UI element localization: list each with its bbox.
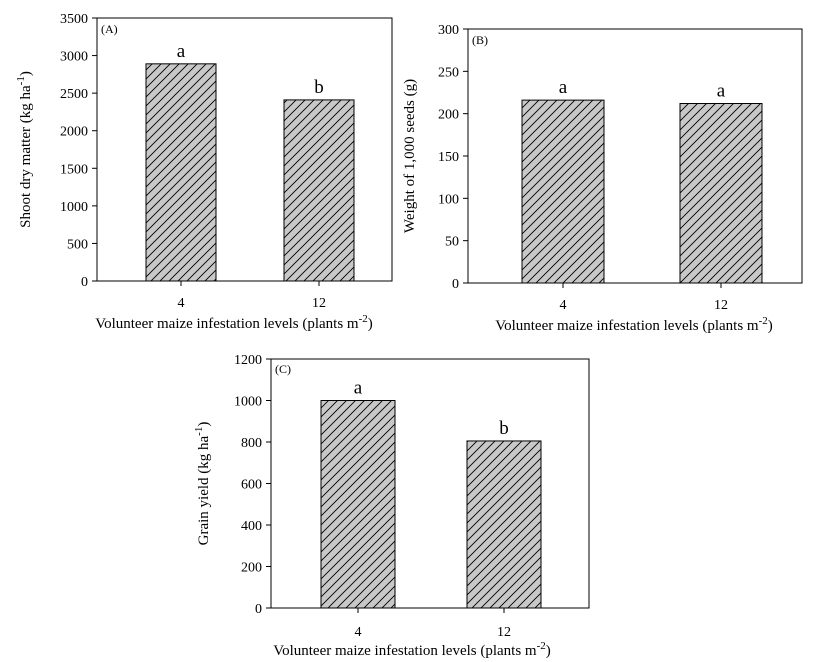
x-axis-label-text: Volunteer maize infestation levels (plan… bbox=[95, 316, 359, 332]
y-tick-label: 1500 bbox=[60, 162, 88, 177]
y-axis-label-text: Grain yield (kg ha bbox=[196, 435, 212, 545]
bar bbox=[320, 400, 396, 609]
x-axis-label-end: ) bbox=[768, 318, 773, 334]
bar bbox=[466, 440, 542, 609]
bar bbox=[145, 63, 217, 282]
y-axis-label: Grain yield (kg ha-1) bbox=[193, 422, 212, 546]
y-axis-label-end: ) bbox=[18, 71, 34, 76]
x-tick-label: 4 bbox=[355, 625, 362, 640]
y-tick-label: 600 bbox=[241, 478, 262, 493]
significance-letter: a bbox=[354, 378, 363, 399]
y-axis-label-end: ) bbox=[196, 422, 212, 427]
x-axis-label-sup: -2 bbox=[537, 640, 546, 652]
x-tick-label: 4 bbox=[178, 296, 185, 311]
bar bbox=[283, 99, 355, 282]
chart-panel-a: 0 500 1000 1500 2000 2500 3000 3500 a 4 b 12 (A) Volu… bbox=[15, 12, 393, 332]
x-axis-label-sup: -2 bbox=[759, 315, 768, 327]
x-axis-label-sup: -2 bbox=[359, 313, 368, 325]
x-axis-label-text: Volunteer maize infestation levels (plan… bbox=[495, 318, 759, 334]
y-tick-label: 2000 bbox=[60, 125, 88, 140]
y-tick-label: 0 bbox=[81, 275, 88, 290]
y-tick-label: 0 bbox=[255, 602, 262, 617]
y-tick-label: 3500 bbox=[60, 12, 88, 27]
chart-panel-c: 0 200 400 600 800 1000 1200 a 4 b 12 (C) Volunteer m… bbox=[193, 353, 590, 659]
x-tick-label: 4 bbox=[560, 298, 567, 313]
x-axis-label: Volunteer maize infestation levels (plan… bbox=[95, 313, 373, 332]
panel-label: (B) bbox=[472, 33, 488, 47]
x-axis-label-text: Volunteer maize infestation levels (plan… bbox=[273, 643, 537, 659]
x-axis-label: Volunteer maize infestation levels (plan… bbox=[273, 640, 551, 659]
bar bbox=[679, 103, 763, 284]
panel-label: (C) bbox=[275, 362, 291, 376]
y-axis-label: Weight of 1,000 seeds (g) bbox=[402, 79, 418, 233]
plot-frame bbox=[96, 17, 393, 282]
y-tick-label: 1200 bbox=[234, 353, 262, 368]
x-tick-label: 12 bbox=[312, 296, 326, 311]
y-tick-label: 1000 bbox=[60, 200, 88, 215]
y-tick-label: 200 bbox=[241, 561, 262, 576]
bar bbox=[521, 99, 605, 284]
y-tick-label: 1000 bbox=[234, 395, 262, 410]
y-tick-label: 250 bbox=[438, 65, 459, 80]
significance-letter: a bbox=[177, 41, 186, 62]
x-tick-label: 12 bbox=[497, 625, 511, 640]
x-axis-label: Volunteer maize infestation levels (plan… bbox=[495, 315, 773, 334]
y-tick-label: 50 bbox=[445, 235, 459, 250]
y-tick-label: 300 bbox=[438, 23, 459, 38]
y-axis-label: Shoot dry matter (kg ha-1) bbox=[15, 71, 34, 228]
chart-panel-b: 0 50 100 150 200 250 300 a 4 a 12 (B) Volunteer maiz… bbox=[402, 23, 803, 334]
significance-letter: a bbox=[717, 81, 726, 102]
y-tick-label: 400 bbox=[241, 519, 262, 534]
x-tick-label: 12 bbox=[714, 298, 728, 313]
y-tick-label: 500 bbox=[67, 237, 88, 252]
y-axis-label-text: Weight of 1,000 seeds (g) bbox=[402, 79, 418, 233]
y-tick-label: 2500 bbox=[60, 87, 88, 102]
y-tick-label: 100 bbox=[438, 192, 459, 207]
y-axis-label-sup: -1 bbox=[193, 427, 205, 436]
significance-letter: b bbox=[314, 77, 324, 98]
significance-letter: a bbox=[559, 77, 568, 98]
x-axis-label-end: ) bbox=[368, 316, 373, 332]
x-axis-label-end: ) bbox=[546, 643, 551, 659]
significance-letter: b bbox=[499, 418, 509, 439]
y-axis-label-text: Shoot dry matter (kg ha bbox=[18, 85, 34, 228]
y-tick-label: 800 bbox=[241, 436, 262, 451]
y-tick-label: 150 bbox=[438, 150, 459, 165]
panel-label: (A) bbox=[101, 22, 118, 36]
y-tick-label: 200 bbox=[438, 108, 459, 123]
y-tick-label: 3000 bbox=[60, 50, 88, 65]
y-axis-label-sup: -1 bbox=[15, 76, 27, 85]
y-tick-label: 0 bbox=[452, 277, 459, 292]
